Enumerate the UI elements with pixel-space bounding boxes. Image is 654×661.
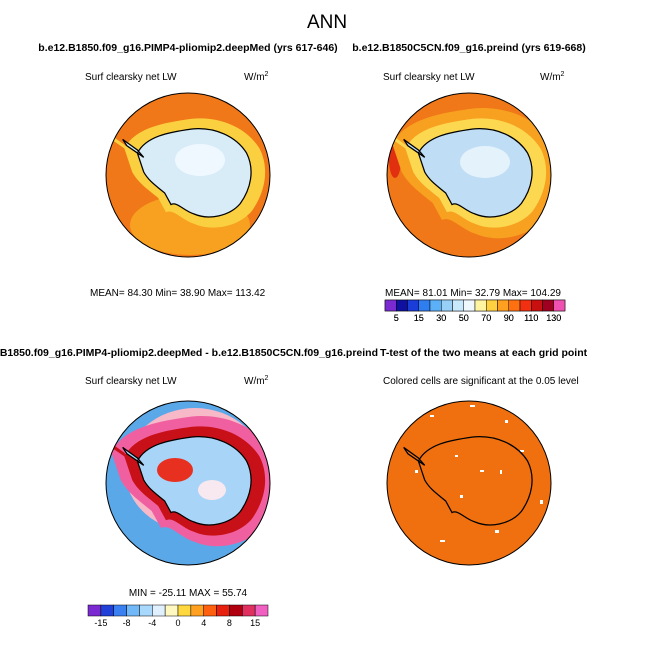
colorbar-box <box>229 604 243 617</box>
figure-title: ANN <box>307 12 347 33</box>
panel-header: b.e12.B1850C5CN.f09_g16.preind (yrs 619-… <box>352 42 585 54</box>
map <box>106 401 270 565</box>
map <box>387 401 551 565</box>
stats: MIN = -25.11 MAX = 55.74 <box>129 588 248 599</box>
colorbar-label: 5 <box>394 313 399 323</box>
colorbar-box <box>407 299 419 312</box>
colorbar-box <box>164 604 179 617</box>
colorbar-box <box>542 299 554 312</box>
colorbar-box <box>474 299 487 312</box>
colorbar-box <box>441 299 453 312</box>
colorbar-label: 15 <box>250 618 260 628</box>
units-power: 2 <box>265 71 269 78</box>
colorbar-label: 130 <box>546 313 561 323</box>
colorbar-label: 0 <box>175 618 180 628</box>
colorbar-label: 110 <box>524 313 538 323</box>
stats: MEAN= 84.30 Min= 38.90 Max= 113.42 <box>90 288 266 299</box>
colorbar-label: 15 <box>414 313 424 323</box>
colorbar-box <box>452 299 464 312</box>
colorbar-label: 15 <box>414 313 424 323</box>
panel-header: T-test of the two means at each grid poi… <box>380 347 588 359</box>
colorbar-box <box>152 604 166 617</box>
colorbar-box <box>553 299 566 312</box>
units: W/m2 <box>540 71 565 83</box>
colorbar-label: 90 <box>504 313 514 323</box>
map <box>387 93 551 257</box>
colorbar-label: -8 <box>123 618 131 628</box>
colorbar-box <box>177 604 192 617</box>
colorbar-box <box>384 299 397 312</box>
colorbar-label: 8 <box>227 618 232 628</box>
colorbar-label: 70 <box>481 313 491 323</box>
variable-label: Surf clearsky net LW <box>85 376 177 387</box>
colorbar-label: -4 <box>148 618 156 628</box>
colorbar-box <box>113 604 127 617</box>
colorbar-box <box>463 299 476 312</box>
colorbar-box <box>203 604 217 617</box>
panel-header: b.e12.B1850.f09_g16.PIMP4-pliomip2.deepM… <box>38 42 337 54</box>
colorbar-label: 30 <box>436 313 446 323</box>
map-border <box>105 92 271 258</box>
map-border <box>386 400 552 566</box>
colorbar-label: 4 <box>201 618 206 628</box>
map <box>106 93 270 257</box>
variable-label: Colored cells are significant at the 0.0… <box>383 376 579 387</box>
units-base: W/m <box>244 72 265 83</box>
colorbar-box <box>126 604 140 617</box>
units-base: W/m <box>244 376 265 387</box>
colorbar-box <box>100 604 114 617</box>
map-border <box>105 400 271 566</box>
colorbar-box <box>429 299 442 312</box>
colorbar-label: 30 <box>436 313 446 323</box>
colorbar-box <box>254 604 269 617</box>
colorbar-box <box>508 299 521 312</box>
variable-label: Surf clearsky net LW <box>85 72 177 83</box>
colorbar-box <box>418 299 431 312</box>
colorbar-label: 90 <box>504 313 514 323</box>
colorbar-label: 50 <box>459 313 469 323</box>
colorbar-box <box>242 604 256 617</box>
colorbar-box <box>87 604 102 617</box>
colorbar-box <box>519 299 532 312</box>
units: W/m2 <box>244 71 269 83</box>
colorbar-box <box>497 299 509 312</box>
colorbar-box <box>190 604 204 617</box>
panel-header: 2.B1850.f09_g16.PIMP4-pliomip2.deepMed -… <box>0 347 378 359</box>
colorbar-label: 70 <box>481 313 491 323</box>
colorbar-label: 110 <box>524 313 538 323</box>
colorbar-box <box>139 604 153 617</box>
colorbar-box <box>531 299 543 312</box>
units-power: 2 <box>265 375 269 382</box>
stats: MEAN= 81.01 Min= 32.79 Max= 104.29 <box>385 288 561 299</box>
units-power: 2 <box>561 71 565 78</box>
colorbar-label: 130 <box>546 313 561 323</box>
units: W/m2 <box>244 375 269 387</box>
map-border <box>386 92 552 258</box>
variable-label: Surf clearsky net LW <box>383 72 475 83</box>
colorbar-label: 50 <box>459 313 469 323</box>
colorbar-label: 5 <box>394 313 399 323</box>
colorbar-label: -15 <box>94 618 107 628</box>
colorbar-box <box>216 604 230 617</box>
colorbar-box <box>396 299 408 312</box>
units-base: W/m <box>540 72 561 83</box>
colorbar-box <box>486 299 498 312</box>
